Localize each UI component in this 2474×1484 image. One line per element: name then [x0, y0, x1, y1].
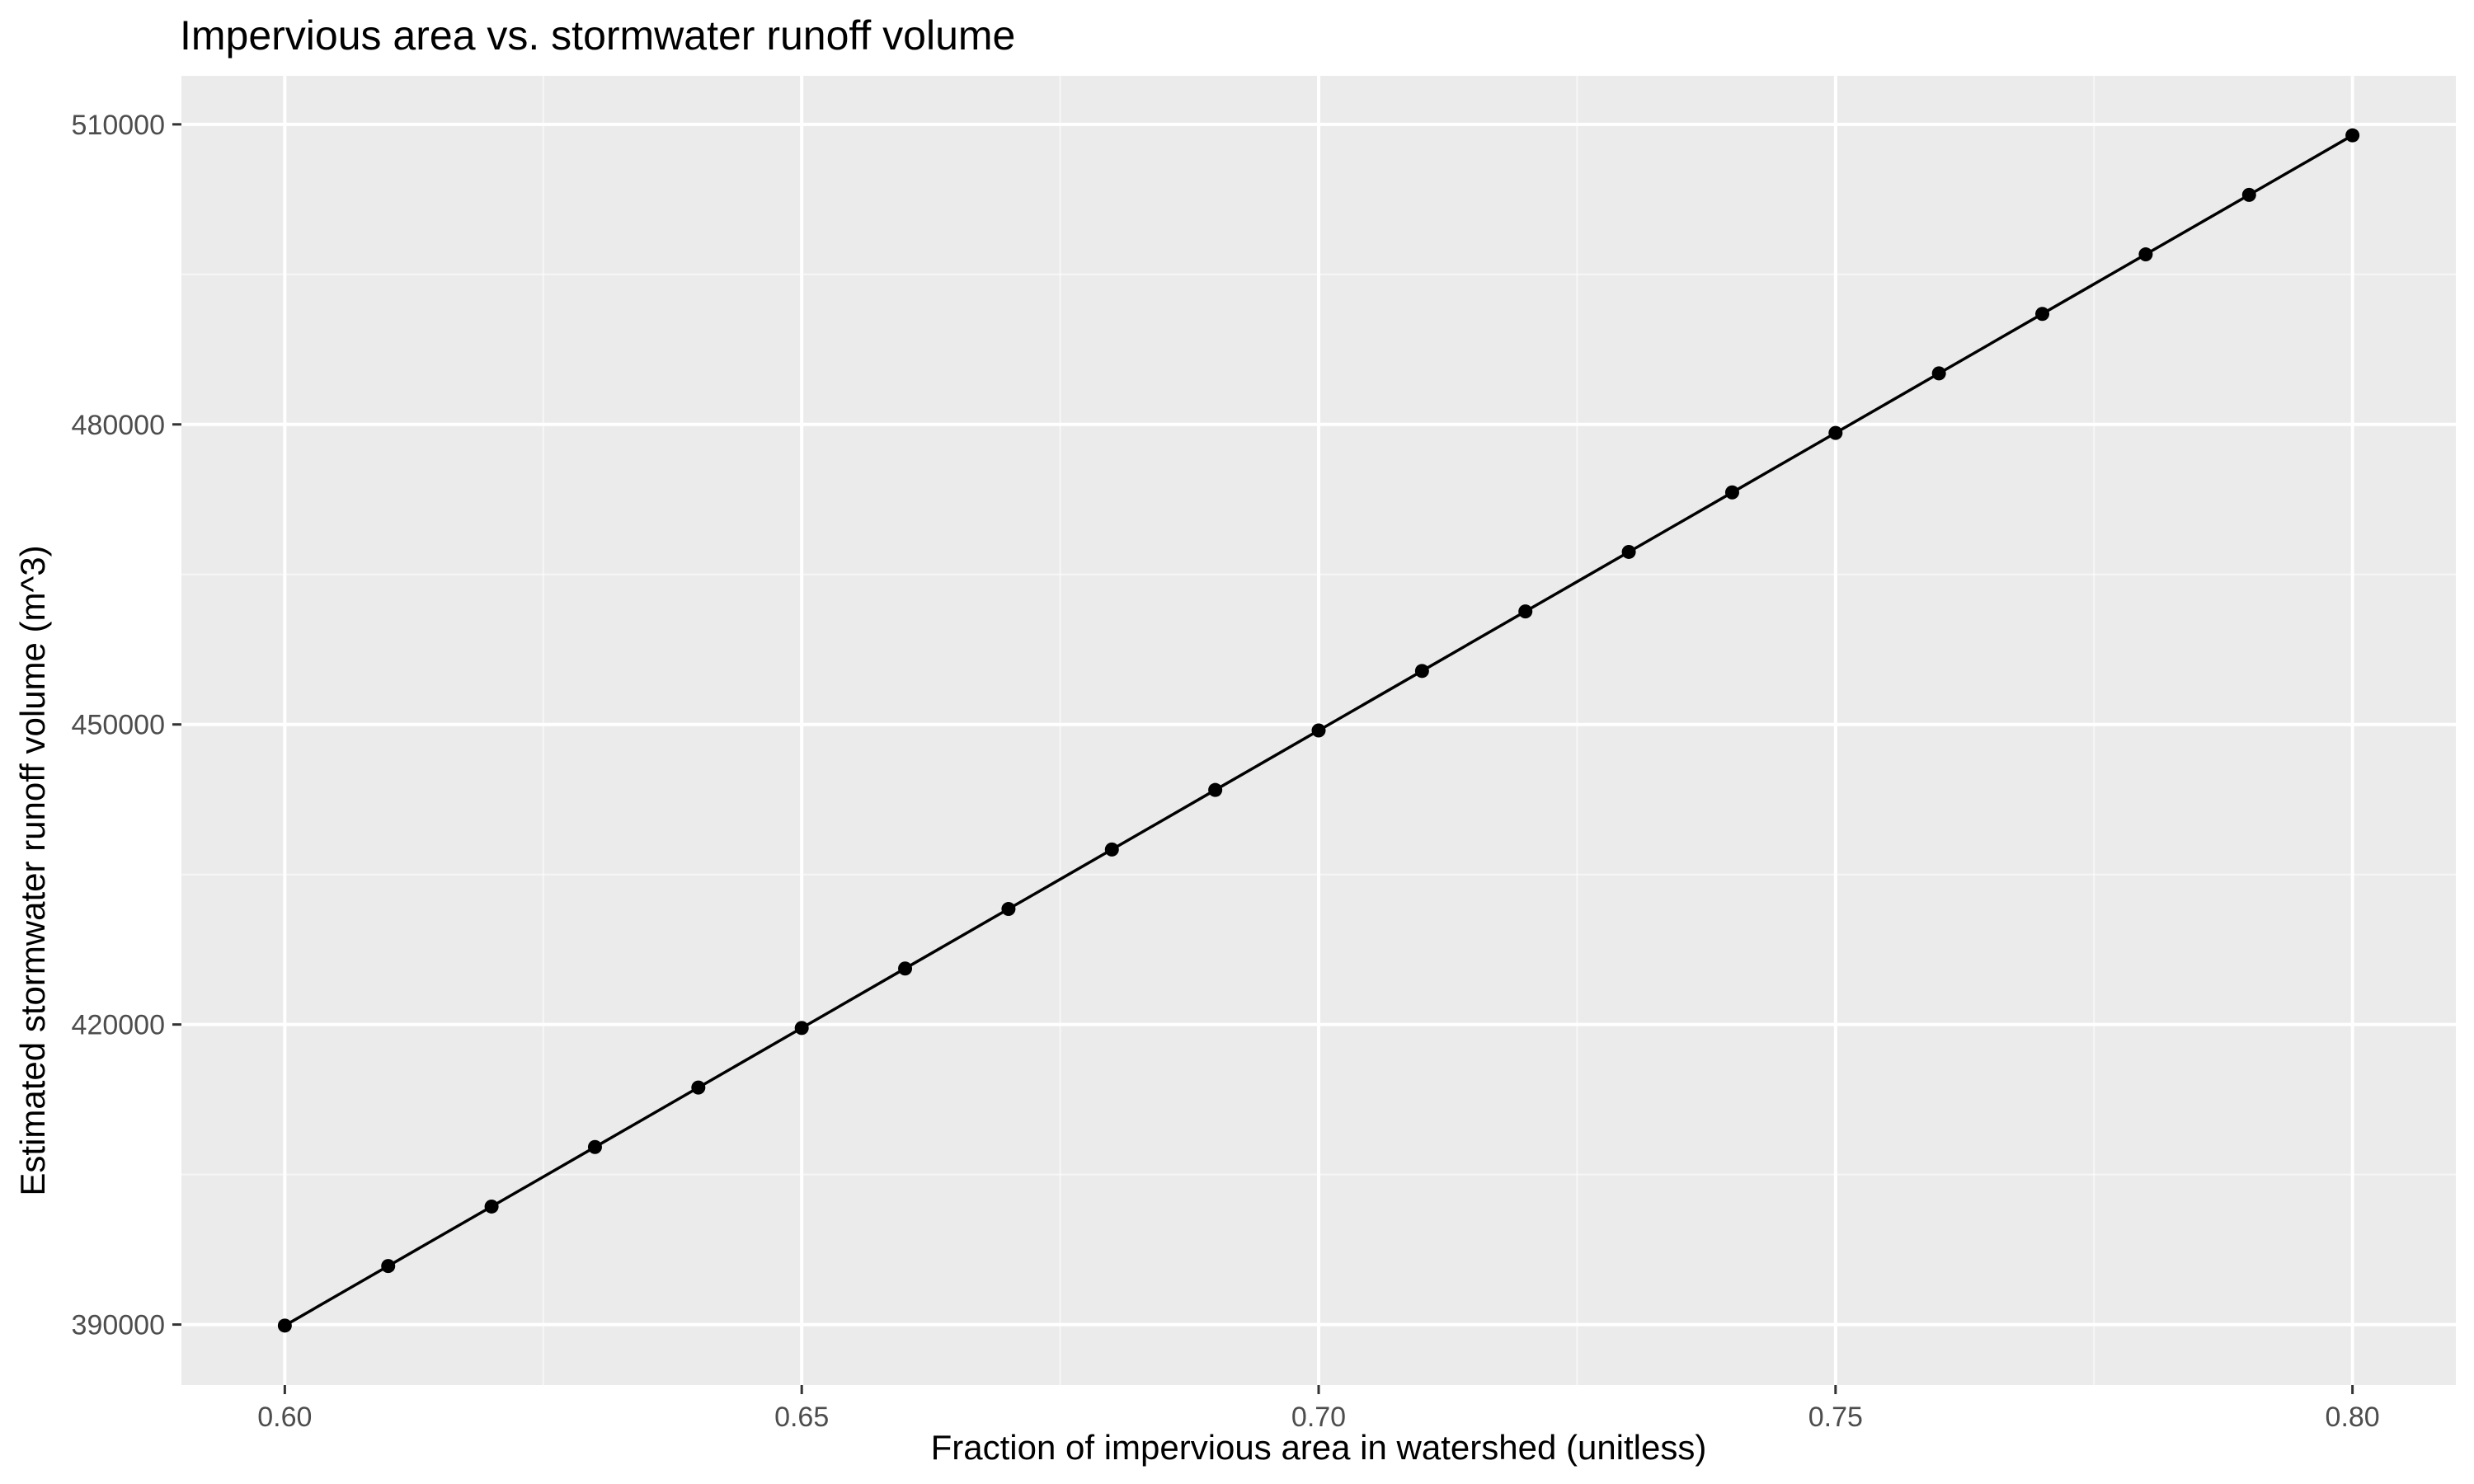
gridlines [181, 76, 2456, 1385]
x-tick-label: 0.75 [1808, 1402, 1863, 1433]
data-point [1724, 485, 1739, 500]
data-point [898, 961, 913, 976]
data-point [587, 1139, 602, 1154]
x-axis-title: Fraction of impervious area in watershed… [931, 1428, 1707, 1467]
data-point [1208, 782, 1223, 797]
data-point [2138, 247, 2153, 262]
data-point [1621, 544, 1636, 559]
chart-title: Impervious area vs. stormwater runoff vo… [180, 12, 1015, 59]
data-point [1518, 604, 1533, 619]
data-point [381, 1259, 396, 1274]
data-points [277, 128, 2360, 1333]
data-point [691, 1080, 706, 1095]
x-tick-label: 0.70 [1291, 1402, 1346, 1433]
data-point [1104, 842, 1119, 857]
data-point [1931, 366, 1946, 381]
y-tick-label: 390000 [72, 1310, 165, 1341]
data-point [277, 1318, 292, 1333]
x-tick-label: 0.65 [774, 1402, 829, 1433]
x-tick-label: 0.60 [257, 1402, 312, 1433]
data-point [2345, 128, 2360, 143]
data-point [2241, 187, 2256, 202]
y-tick-label: 510000 [72, 110, 165, 141]
data-point [2035, 307, 2050, 322]
data-point [1828, 425, 1843, 440]
data-point [794, 1021, 809, 1036]
data-point [1414, 664, 1429, 679]
y-tick-label: 480000 [72, 410, 165, 441]
axes: 0.60 0.65 0.70 0.75 0.80 390000 420000 450000 48… [72, 110, 2380, 1433]
y-axis-title: Estimated stormwater runoff volume (m^3) [13, 545, 52, 1195]
y-tick-label: 420000 [72, 1010, 165, 1041]
x-tick-label: 0.80 [2326, 1402, 2380, 1433]
y-tick-label: 450000 [72, 710, 165, 741]
data-point [484, 1199, 499, 1214]
data-point [1001, 902, 1016, 917]
data-point [1311, 723, 1326, 738]
